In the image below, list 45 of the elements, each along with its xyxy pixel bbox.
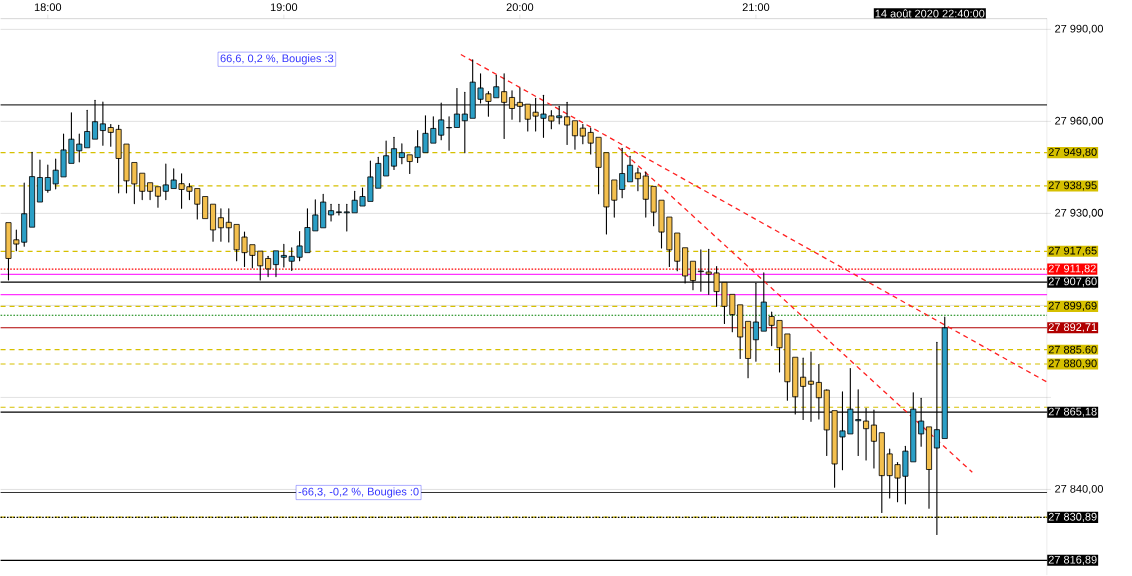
candlestick bbox=[29, 152, 36, 228]
candlestick bbox=[99, 101, 106, 147]
candlestick bbox=[509, 90, 516, 121]
candlestick bbox=[154, 186, 161, 209]
candlestick bbox=[634, 167, 641, 192]
ref-line-label: 27 917,65 bbox=[1048, 246, 1097, 257]
candlestick bbox=[210, 204, 217, 243]
candlestick bbox=[564, 102, 571, 146]
y-tick-label: 27 960,00 bbox=[1055, 117, 1104, 127]
ref-line-label: 27 816,89 bbox=[1048, 556, 1097, 566]
ref-line-label: 27 949,80 bbox=[1048, 148, 1097, 158]
ref-line-label: 27 830,89 bbox=[1048, 513, 1097, 523]
candlestick bbox=[516, 87, 523, 123]
y-tick-label: 27 990,00 bbox=[1055, 25, 1104, 35]
candlestick bbox=[391, 137, 397, 171]
annotation: -66,3, -0,2 %, Bougies :0 bbox=[298, 487, 419, 498]
candlestick bbox=[453, 88, 460, 129]
annotation: 66,6, 0,2 %, Bougies :3 bbox=[220, 54, 334, 65]
ref-line-label: 27 865,18 bbox=[1048, 407, 1097, 417]
y-tick-label: 27 930,00 bbox=[1055, 209, 1104, 219]
candlestick bbox=[217, 208, 224, 243]
candlestick bbox=[627, 156, 634, 183]
ref-line-label: 27 899,69 bbox=[1048, 302, 1097, 312]
candlestick bbox=[36, 159, 43, 203]
ref-line-label: 27 880,90 bbox=[1048, 359, 1097, 369]
ref-line-label: 27 885.60 bbox=[1048, 345, 1097, 354]
candlestick bbox=[571, 120, 578, 151]
x-tick-label: 20:00 bbox=[506, 3, 534, 12]
candlestick bbox=[92, 99, 99, 140]
ref-line-label: 27 911,82 bbox=[1048, 264, 1096, 274]
candlestick bbox=[335, 203, 342, 216]
candlestick bbox=[147, 182, 154, 201]
text: 14 août 2020 22:40:00 bbox=[875, 9, 985, 18]
x-tick-label: 19:00 bbox=[270, 3, 298, 12]
x-tick-label: 21:00 bbox=[742, 3, 770, 12]
ref-line-label: 27 892,71 bbox=[1048, 323, 1097, 333]
candlestick bbox=[272, 250, 279, 278]
x-tick-label: 18:00 bbox=[34, 3, 62, 12]
candlestick bbox=[745, 321, 752, 379]
ref-line-label: 27 938,95 bbox=[1048, 181, 1097, 191]
y-tick-label: 27 840,00 bbox=[1055, 485, 1104, 495]
candlestick bbox=[926, 426, 933, 509]
ref-line-label: 27 907,60 bbox=[1048, 277, 1097, 287]
candlestick bbox=[328, 203, 335, 222]
candlestick bbox=[265, 256, 272, 278]
